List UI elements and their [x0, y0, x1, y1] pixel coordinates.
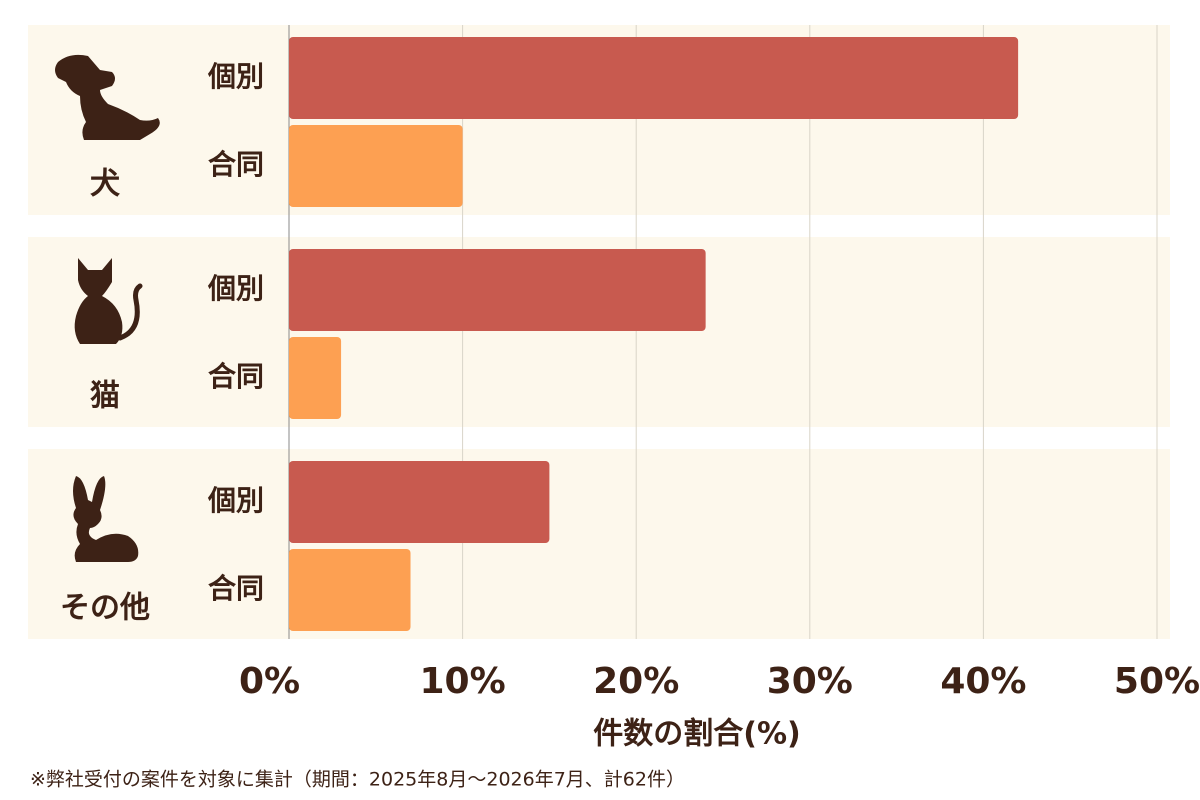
category-label: 猫 — [90, 379, 120, 414]
cat-icon — [74, 258, 143, 344]
bar — [289, 249, 706, 331]
x-tick-label: 40% — [940, 661, 1026, 702]
series-label: 合同 — [208, 360, 264, 393]
rabbit-icon — [73, 476, 139, 562]
x-tick-label: 20% — [593, 661, 679, 702]
category-label: その他 — [60, 591, 150, 626]
series-label: 個別 — [207, 484, 264, 517]
x-tick-label: 30% — [767, 661, 853, 702]
bar — [289, 37, 1019, 119]
category-label: 犬 — [90, 167, 120, 202]
series-label: 合同 — [208, 572, 264, 605]
bar — [289, 549, 411, 631]
x-tick-label: 0% — [239, 661, 300, 702]
dog-icon — [55, 54, 160, 140]
x-tick-label: 50% — [1114, 661, 1200, 702]
series-label: 個別 — [207, 272, 264, 305]
bar — [289, 461, 550, 543]
bar — [289, 125, 463, 207]
panel — [28, 449, 1170, 639]
bar — [289, 337, 342, 419]
series-label: 個別 — [207, 60, 264, 93]
x-axis-label: 件数の割合(%) — [593, 717, 800, 752]
bars — [289, 37, 1019, 631]
series-label: 合同 — [208, 148, 264, 181]
x-tick-label: 10% — [420, 661, 506, 702]
footnote: ※弊社受付の案件を対象に集計（期間：2025年8月～2026年7月、計62件） — [30, 769, 685, 791]
